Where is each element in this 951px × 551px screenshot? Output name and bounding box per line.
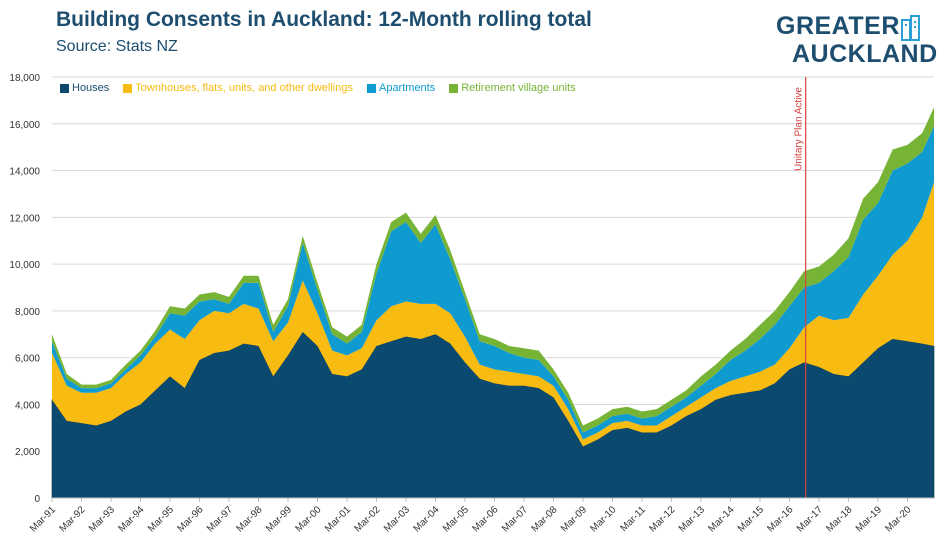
legend-label-apartments: Apartments xyxy=(378,82,436,94)
x-tick-label: Mar-09 xyxy=(559,504,589,534)
x-tick-label: Mar-96 xyxy=(175,504,205,534)
x-tick-label: Mar-93 xyxy=(87,504,117,534)
x-tick-label: Mar-01 xyxy=(323,504,353,534)
x-tick-label: Mar-07 xyxy=(500,504,530,534)
x-tick-label: Mar-11 xyxy=(618,504,648,534)
y-tick-label: 12,000 xyxy=(9,213,40,224)
y-tick-label: 8,000 xyxy=(15,307,40,318)
legend-item-apartments: Apartments xyxy=(366,82,436,94)
legend-item-houses: Houses xyxy=(60,82,109,94)
x-tick-label: Mar-15 xyxy=(736,504,766,534)
x-tick-label: Mar-13 xyxy=(677,504,707,534)
building-icon xyxy=(901,15,920,41)
y-tick-label: 10,000 xyxy=(9,260,40,271)
x-tick-label: Mar-12 xyxy=(647,504,677,534)
x-tick-label: Mar-06 xyxy=(470,504,500,534)
x-tick-label: Mar-98 xyxy=(234,504,264,534)
x-tick-label: Mar-91 xyxy=(28,504,58,534)
x-tick-label: Mar-92 xyxy=(57,504,87,534)
x-tick-label: Mar-16 xyxy=(765,504,795,534)
x-tick-label: Mar-00 xyxy=(293,504,323,534)
unitary-plan-label: Unitary Plan Active xyxy=(794,87,805,171)
legend-label-retirement: Retirement village units xyxy=(461,82,576,94)
y-tick-label: 6,000 xyxy=(15,354,40,365)
x-tick-label: Mar-02 xyxy=(352,504,382,534)
x-tick-label: Mar-99 xyxy=(264,504,294,534)
x-tick-label: Mar-03 xyxy=(382,504,412,534)
x-tick-label: Mar-04 xyxy=(411,504,441,534)
x-tick-label: Mar-08 xyxy=(529,504,559,534)
logo-text-line2: AUCKLAND xyxy=(792,40,938,68)
x-tick-label: Mar-20 xyxy=(883,504,913,534)
x-tick-label: Mar-10 xyxy=(588,504,618,534)
x-axis: Mar-91 Mar-92 Mar-93 Mar-94 Mar-95 Mar-96 Mar-… xyxy=(28,497,934,535)
x-tick-label: Mar-18 xyxy=(824,504,854,534)
legend: Houses Townhouses, flats, units, and oth… xyxy=(60,82,576,94)
y-tick-label: 0 xyxy=(34,494,40,505)
annotation: Unitary Plan Active xyxy=(794,77,807,498)
x-tick-label: Mar-95 xyxy=(146,504,176,534)
y-tick-label: 16,000 xyxy=(9,120,40,131)
x-tick-label: Mar-94 xyxy=(116,504,146,534)
legend-swatch-townhouses xyxy=(123,83,133,93)
x-tick-label: Mar-97 xyxy=(205,504,235,534)
y-axis: 0 2,000 4,000 6,000 8,000 10,000 12,000 14,000 1… xyxy=(9,73,40,505)
legend-swatch-apartments xyxy=(366,83,376,93)
legend-label-townhouses: Townhouses, flats, units, and other dwel… xyxy=(135,82,353,94)
chart-source: Source: Stats NZ xyxy=(56,38,178,55)
legend-label-houses: Houses xyxy=(72,82,110,94)
legend-swatch-houses xyxy=(60,83,69,93)
x-tick-label: Mar-19 xyxy=(854,504,884,534)
legend-item-retirement: Retirement village units xyxy=(449,82,576,94)
greater-auckland-logo: GREATER AUCKLAND xyxy=(776,12,937,68)
y-tick-label: 18,000 xyxy=(9,73,40,84)
y-tick-label: 4,000 xyxy=(15,400,40,411)
legend-swatch-retirement xyxy=(449,83,459,93)
x-tick-label: Mar-17 xyxy=(795,504,825,534)
y-tick-label: 2,000 xyxy=(15,447,40,458)
area-townhouses xyxy=(52,182,934,447)
x-tick-label: Mar-05 xyxy=(441,504,471,534)
x-tick-label: Mar-14 xyxy=(706,504,736,534)
legend-item-townhouses: Townhouses, flats, units, and other dwel… xyxy=(123,82,353,94)
y-tick-label: 14,000 xyxy=(9,167,40,178)
logo-text-line1: GREATER xyxy=(776,12,900,40)
chart-title: Building Consents in Auckland: 12-Month … xyxy=(56,8,592,31)
